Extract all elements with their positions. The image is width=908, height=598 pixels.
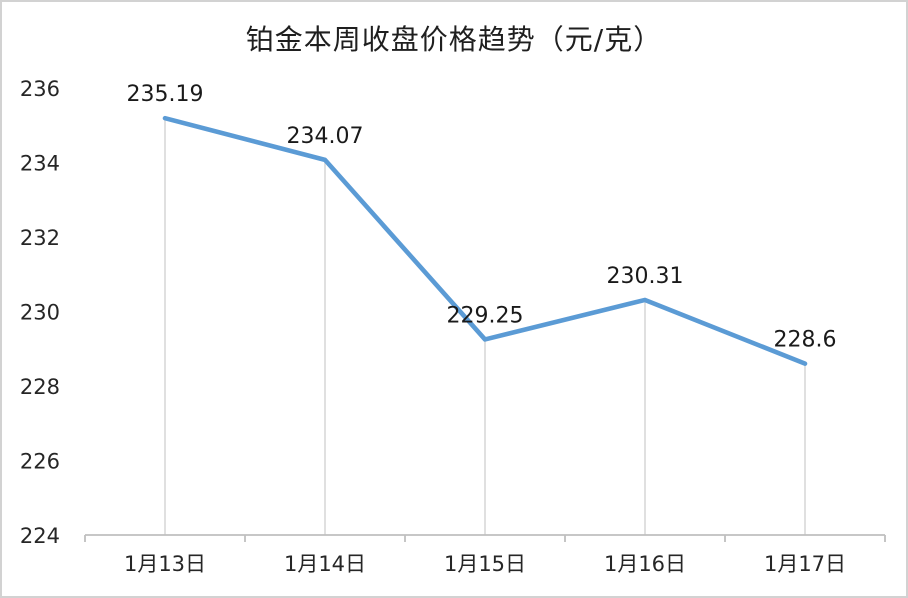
chart-title: 铂金本周收盘价格趋势（元/克）: [245, 23, 663, 56]
data-point-label: 228.6: [774, 328, 837, 353]
price-trend-line: [162, 115, 808, 366]
x-axis-category-label: 1月17日: [764, 552, 846, 576]
x-axis-category-label: 1月16日: [604, 552, 686, 576]
y-axis-tick-label: 236: [20, 77, 60, 101]
data-point-label: 234.07: [287, 124, 364, 149]
y-axis-tick-label: 230: [20, 301, 60, 325]
data-point-label: 229.25: [447, 303, 524, 328]
y-axis-tick-label: 232: [20, 226, 60, 250]
x-axis-category-label: 1月15日: [444, 552, 526, 576]
y-axis-tick-label: 228: [20, 375, 60, 399]
data-point-label: 230.31: [607, 264, 684, 289]
y-axis-tick-label: 224: [20, 524, 60, 548]
y-axis-tick-label: 234: [20, 152, 60, 176]
x-axis-category-label: 1月13日: [124, 552, 206, 576]
data-point-label: 235.19: [127, 82, 204, 107]
y-axis-tick-label: 226: [20, 450, 60, 474]
x-axis-category-label: 1月14日: [284, 552, 366, 576]
